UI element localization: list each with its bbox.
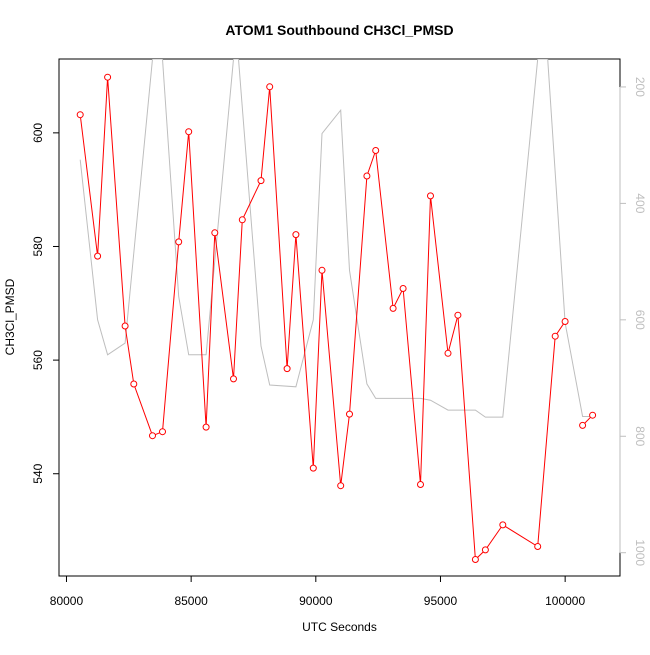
data-point-0-4 bbox=[130, 380, 138, 388]
y2-tick-label-3: 800 bbox=[633, 426, 647, 446]
y-tick-label-0: 540 bbox=[31, 463, 45, 483]
x-tick-label-2: 90000 bbox=[299, 594, 333, 608]
data-point-0-18 bbox=[318, 266, 326, 274]
axes-layer: 80000 85000 90000 95000 100000 540 560 580 600 20… bbox=[31, 77, 647, 608]
y-tick-label-2: 580 bbox=[31, 236, 45, 256]
data-point-0-23 bbox=[389, 304, 397, 312]
data-point-0-2 bbox=[104, 73, 112, 81]
data-point-0-26 bbox=[427, 192, 434, 200]
data-point-0-22 bbox=[372, 147, 380, 154]
y-tick-label-1: 560 bbox=[31, 350, 45, 370]
data-point-0-5 bbox=[149, 432, 156, 440]
data-point-0-3 bbox=[121, 322, 129, 330]
data-point-0-11 bbox=[230, 375, 237, 383]
data-point-0-25 bbox=[417, 481, 424, 488]
x-tick-label-4: 100000 bbox=[545, 594, 585, 608]
x-tick-label-1: 85000 bbox=[174, 594, 208, 608]
data-point-0-1 bbox=[94, 252, 102, 260]
data-point-0-16 bbox=[292, 231, 300, 239]
y2-tick-label-2: 600 bbox=[633, 310, 647, 330]
data-point-0-14 bbox=[266, 83, 274, 91]
y-axis-label: CH3Cl_PMSD bbox=[3, 278, 17, 355]
y2-tick-label-0: 200 bbox=[633, 77, 647, 97]
data-point-0-9 bbox=[202, 423, 210, 431]
data-point-0-28 bbox=[454, 311, 462, 319]
data-point-0-7 bbox=[175, 238, 183, 246]
x-tick-label-3: 95000 bbox=[424, 594, 458, 608]
data-point-0-0 bbox=[76, 111, 84, 119]
data-point-0-33 bbox=[551, 332, 559, 340]
data-point-0-6 bbox=[159, 428, 166, 436]
chart-title: ATOM1 Southbound CH3Cl_PMSD bbox=[225, 22, 453, 38]
primary-series-layer bbox=[76, 73, 597, 563]
secondary-series-layer bbox=[79, 59, 593, 418]
x-tick-label-0: 80000 bbox=[50, 594, 84, 608]
data-point-1-1 bbox=[589, 411, 597, 419]
data-point-1-0 bbox=[579, 421, 587, 429]
data-point-0-30 bbox=[481, 546, 489, 554]
y2-tick-label-4: 1000 bbox=[633, 539, 647, 566]
data-point-0-32 bbox=[534, 543, 542, 550]
data-point-0-13 bbox=[257, 177, 265, 185]
data-point-0-12 bbox=[238, 216, 246, 224]
data-point-0-17 bbox=[309, 464, 317, 472]
y-tick-label-3: 600 bbox=[31, 123, 45, 143]
y2-tick-label-1: 400 bbox=[633, 193, 647, 213]
data-point-0-20 bbox=[346, 410, 353, 418]
data-point-0-19 bbox=[337, 482, 345, 490]
secondary-series-line-0 bbox=[79, 59, 593, 418]
data-point-0-24 bbox=[399, 285, 407, 292]
data-point-0-8 bbox=[185, 128, 193, 136]
data-point-0-34 bbox=[561, 318, 569, 325]
data-point-0-31 bbox=[499, 521, 507, 529]
data-point-0-21 bbox=[363, 172, 371, 180]
data-point-0-10 bbox=[211, 229, 219, 237]
x-axis-label: UTC Seconds bbox=[302, 620, 377, 634]
data-point-0-27 bbox=[444, 349, 452, 357]
data-point-0-15 bbox=[283, 365, 291, 373]
data-point-0-29 bbox=[471, 556, 479, 563]
